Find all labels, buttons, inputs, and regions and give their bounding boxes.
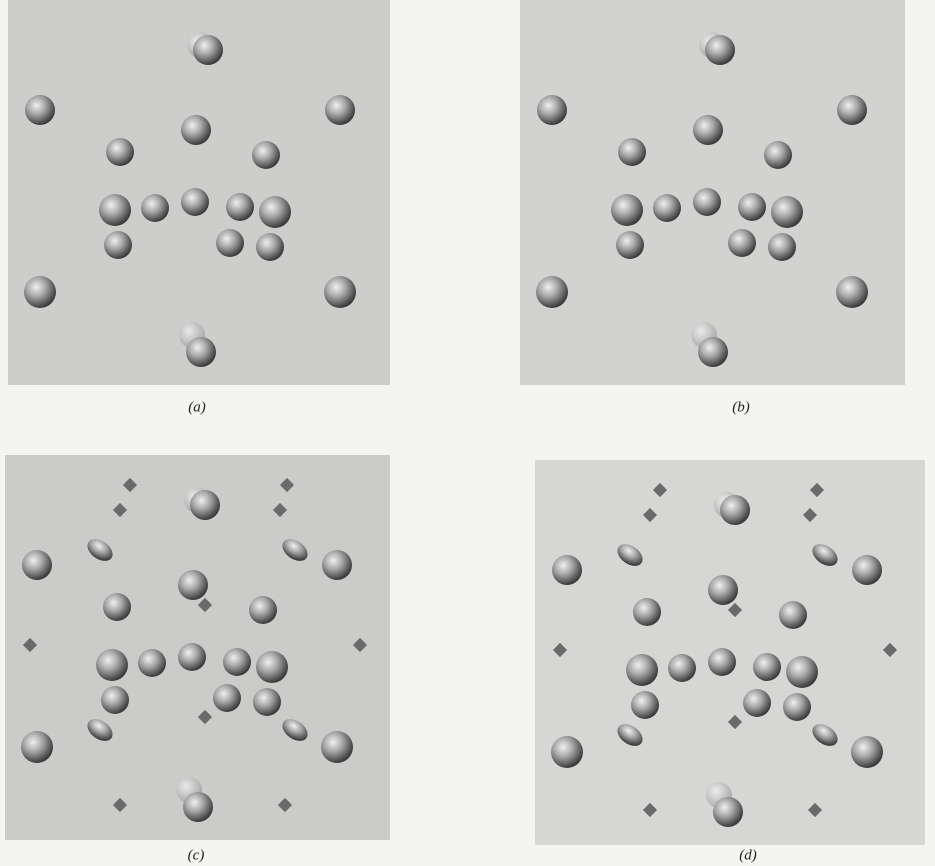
- atom: [536, 276, 568, 308]
- atom: [178, 570, 208, 600]
- atom: [321, 731, 353, 763]
- atom: [216, 229, 244, 257]
- caption: (c): [188, 847, 205, 863]
- atom: [190, 490, 220, 520]
- atom: [705, 35, 735, 65]
- atom: [141, 194, 169, 222]
- atom: [551, 736, 583, 768]
- atom: [851, 736, 883, 768]
- atom: [786, 656, 818, 688]
- atom: [106, 138, 134, 166]
- atom: [256, 651, 288, 683]
- atom: [101, 686, 129, 714]
- atom: [223, 648, 251, 676]
- atom: [25, 95, 55, 125]
- atom: [837, 95, 867, 125]
- atom: [693, 188, 721, 216]
- atom: [708, 648, 736, 676]
- caption: (b): [732, 399, 750, 415]
- atom: [720, 495, 750, 525]
- atom: [22, 550, 52, 580]
- atom: [633, 598, 661, 626]
- atom: [186, 337, 216, 367]
- atom: [537, 95, 567, 125]
- atom: [779, 601, 807, 629]
- atom: [708, 575, 738, 605]
- atom: [653, 194, 681, 222]
- atom: [693, 115, 723, 145]
- atom: [103, 593, 131, 621]
- atom: [183, 792, 213, 822]
- atom: [181, 115, 211, 145]
- atom: [738, 193, 766, 221]
- atom: [322, 550, 352, 580]
- atom: [181, 188, 209, 216]
- atom: [24, 276, 56, 308]
- page: (a) (b) (c) (d): [0, 0, 935, 866]
- atom: [252, 141, 280, 169]
- atom: [783, 693, 811, 721]
- atom: [178, 643, 206, 671]
- atom: [21, 731, 53, 763]
- atom: [753, 653, 781, 681]
- atom: [668, 654, 696, 682]
- atom: [768, 233, 796, 261]
- atom: [96, 649, 128, 681]
- atom: [618, 138, 646, 166]
- atom: [325, 95, 355, 125]
- atom: [631, 691, 659, 719]
- caption: (a): [188, 399, 206, 415]
- atom: [193, 35, 223, 65]
- atom: [626, 654, 658, 686]
- atom: [698, 337, 728, 367]
- figure: (a) (b) (c) (d): [0, 0, 935, 866]
- atom: [616, 231, 644, 259]
- atom: [611, 194, 643, 226]
- atom: [324, 276, 356, 308]
- caption: (d): [739, 847, 757, 863]
- atom: [253, 688, 281, 716]
- atom: [104, 231, 132, 259]
- atom: [728, 229, 756, 257]
- atom: [836, 276, 868, 308]
- atom: [743, 689, 771, 717]
- atom: [226, 193, 254, 221]
- atom: [552, 555, 582, 585]
- atom: [99, 194, 131, 226]
- atom: [771, 196, 803, 228]
- atom: [256, 233, 284, 261]
- atom: [259, 196, 291, 228]
- atom: [213, 684, 241, 712]
- atom: [138, 649, 166, 677]
- atom: [764, 141, 792, 169]
- atom: [852, 555, 882, 585]
- atom: [713, 797, 743, 827]
- atom: [249, 596, 277, 624]
